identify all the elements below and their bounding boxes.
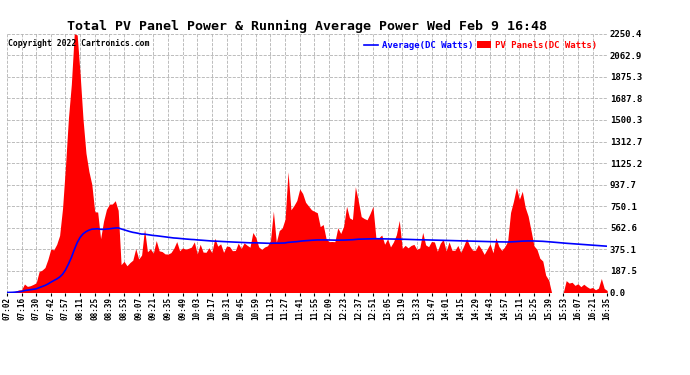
- Text: Copyright 2022 Cartronics.com: Copyright 2022 Cartronics.com: [8, 39, 150, 48]
- Legend: Average(DC Watts), PV Panels(DC Watts): Average(DC Watts), PV Panels(DC Watts): [364, 41, 597, 50]
- Title: Total PV Panel Power & Running Average Power Wed Feb 9 16:48: Total PV Panel Power & Running Average P…: [67, 20, 547, 33]
